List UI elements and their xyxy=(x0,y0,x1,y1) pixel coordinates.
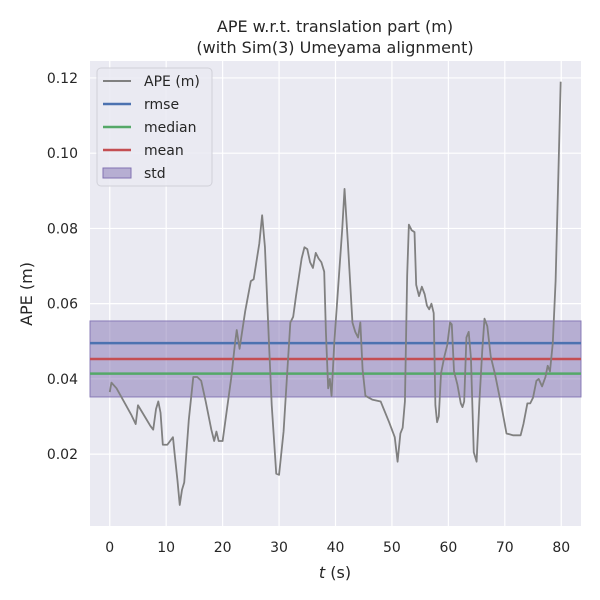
y-tick-label: 0.06 xyxy=(47,297,78,313)
x-tick-label: 30 xyxy=(270,540,288,556)
chart-title-line-2: (with Sim(3) Umeyama alignment) xyxy=(196,38,473,57)
x-tick-label: 10 xyxy=(157,540,175,556)
x-tick-label: 40 xyxy=(327,540,345,556)
y-tick-label: 0.08 xyxy=(47,221,78,237)
x-tick-label: 80 xyxy=(552,540,570,556)
x-tick-label: 0 xyxy=(105,540,114,556)
legend-label-mean: mean xyxy=(144,143,184,159)
y-tick-label: 0.04 xyxy=(47,372,78,388)
x-tick-label: 20 xyxy=(214,540,232,556)
stat-lines-layer xyxy=(90,341,581,375)
x-axis-variable: t xyxy=(319,563,326,582)
series-layer xyxy=(108,81,562,506)
y-tick-label: 0.10 xyxy=(47,146,78,162)
chart-title-line-1: APE w.r.t. translation part (m) xyxy=(217,17,453,36)
x-axis-label: t (s) xyxy=(319,563,351,582)
y-ticks: 0.02 0.04 0.06 0.08 0.10 0.12 xyxy=(47,71,78,463)
y-tick-label: 0.12 xyxy=(47,71,78,87)
y-tick-label: 0.02 xyxy=(47,447,78,463)
legend-swatch-std xyxy=(102,167,132,179)
legend: APE (m) rmse median mean std xyxy=(96,67,213,187)
x-tick-label: 70 xyxy=(496,540,514,556)
x-ticks: 0 10 20 30 40 50 60 70 80 xyxy=(105,540,570,556)
legend-label-rmse: rmse xyxy=(144,97,179,113)
x-tick-label: 60 xyxy=(439,540,457,556)
legend-label-std: std xyxy=(144,166,166,182)
y-axis-label: APE (m) xyxy=(17,262,36,326)
ape-series-line xyxy=(108,81,562,506)
x-axis-unit: (s) xyxy=(325,563,351,582)
legend-label-ape: APE (m) xyxy=(144,74,200,90)
legend-label-median: median xyxy=(144,120,196,136)
legend-box xyxy=(96,67,213,187)
x-tick-label: 50 xyxy=(383,540,401,556)
